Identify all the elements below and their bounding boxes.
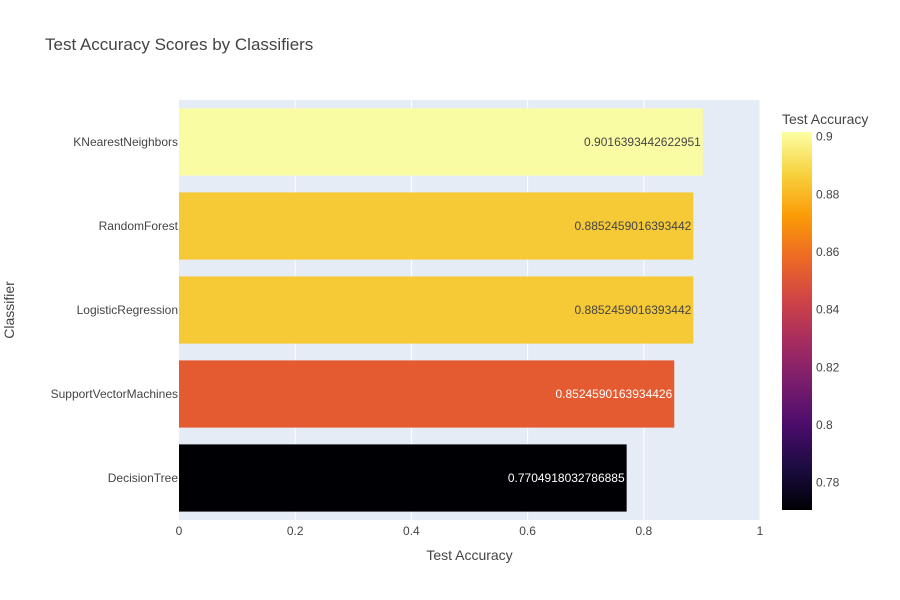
y-tick-label: SupportVectorMachines <box>51 387 178 401</box>
bar-value-label: 0.7704918032786885 <box>508 471 625 485</box>
colorbar-tick-label: 0.88 <box>816 187 840 201</box>
y-axis-title: Classifier <box>1 281 17 339</box>
x-tick-label: 0.6 <box>519 524 536 538</box>
colorbar-tick-label: 0.8 <box>816 418 833 432</box>
bar-value-label: 0.8852459016393442 <box>575 219 692 233</box>
colorbar-tick-label: 0.78 <box>816 476 840 490</box>
bar-value-label: 0.8852459016393442 <box>575 303 692 317</box>
x-tick-label: 0.2 <box>287 524 304 538</box>
bar <box>179 108 703 176</box>
x-tick-label: 0 <box>176 524 183 538</box>
bar-value-label: 0.9016393442622951 <box>584 135 701 149</box>
x-tick-label: 0.4 <box>403 524 420 538</box>
chart-title: Test Accuracy Scores by Classifiers <box>45 35 313 54</box>
colorbar-tick-labels: 0.78 0.8 0.82 0.84 0.86 0.88 0.9 <box>816 130 840 490</box>
bar-labels: 0.9016393442622951 0.8852459016393442 0.88… <box>508 135 701 485</box>
y-tick-label: RandomForest <box>99 219 179 233</box>
bar <box>179 444 627 512</box>
bar <box>179 276 694 344</box>
x-tick-label: 1 <box>757 524 764 538</box>
x-axis-title: Test Accuracy <box>426 547 512 563</box>
colorbar-tick-label: 0.82 <box>816 360 840 374</box>
bar-value-label: 0.8524590163934426 <box>555 387 672 401</box>
bar <box>179 192 694 260</box>
bars <box>179 108 703 512</box>
colorbar-tick-label: 0.84 <box>816 303 840 317</box>
bar <box>179 360 675 428</box>
y-tick-label: KNearestNeighbors <box>73 135 178 149</box>
x-tick-labels: 0 0.2 0.4 0.6 0.8 1 <box>176 524 764 538</box>
colorbar-tick-label: 0.9 <box>816 130 833 144</box>
colorbar <box>782 132 812 510</box>
colorbar-tick-label: 0.86 <box>816 245 840 259</box>
x-tick-label: 0.8 <box>635 524 652 538</box>
y-tick-labels: KNearestNeighbors RandomForest LogisticReg… <box>51 135 179 485</box>
y-tick-label: DecisionTree <box>108 471 179 485</box>
colorbar-title: Test Accuracy <box>782 111 868 127</box>
y-tick-label: LogisticRegression <box>77 303 178 317</box>
